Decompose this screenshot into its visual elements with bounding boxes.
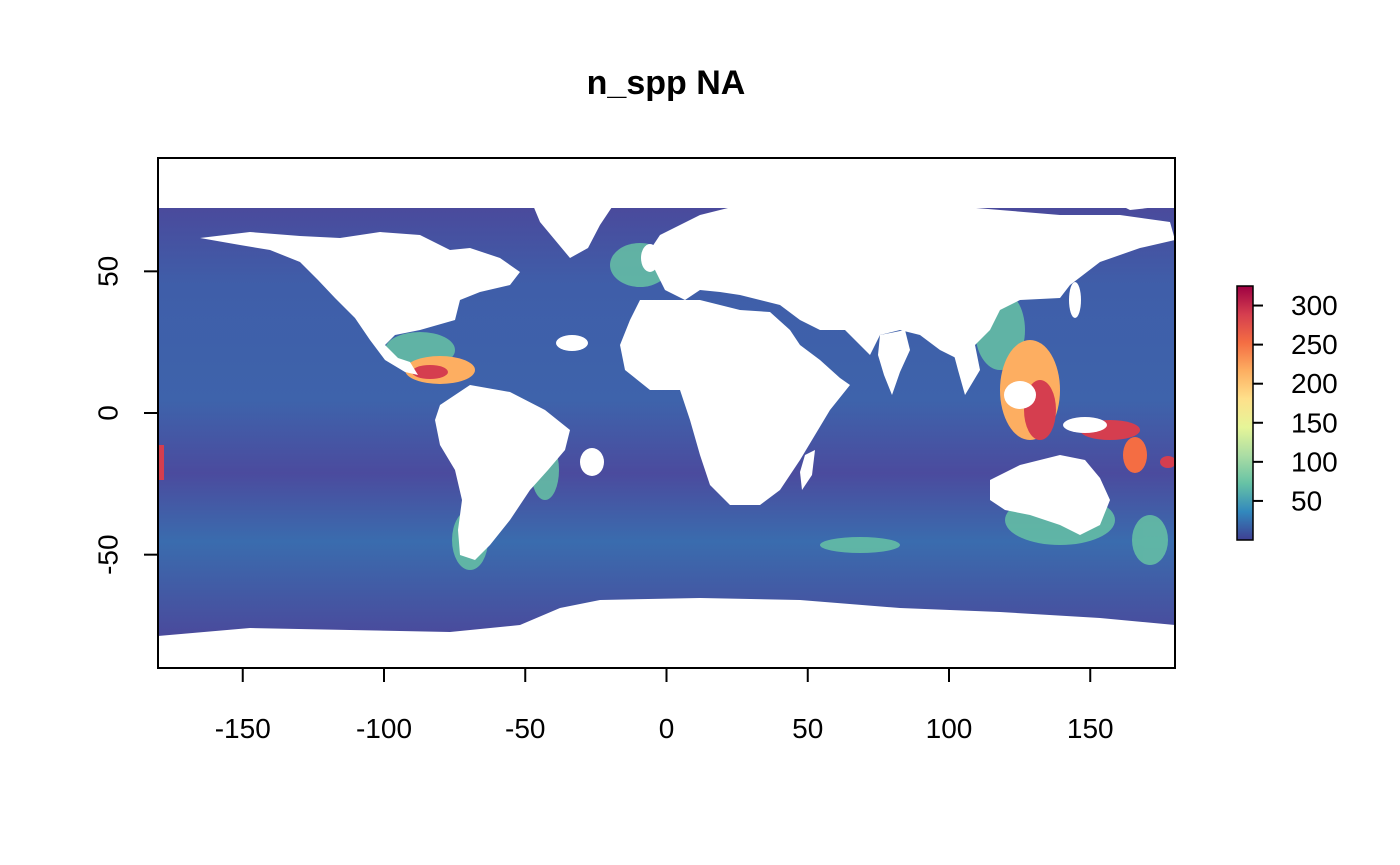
british-isles bbox=[641, 244, 659, 272]
chart-title: n_spp NA bbox=[587, 64, 746, 102]
legend-tick-label: 150 bbox=[1291, 407, 1338, 438]
north-america bbox=[200, 232, 520, 375]
y-tick-label: 50 bbox=[93, 256, 124, 287]
color-legend: 50 100 150 200 250 300 bbox=[1236, 285, 1338, 541]
new-guinea bbox=[1063, 417, 1107, 433]
australia bbox=[990, 455, 1110, 535]
se-asia bbox=[950, 340, 980, 395]
x-tick-label: 100 bbox=[926, 713, 973, 744]
madagascar bbox=[800, 450, 815, 490]
legend-bar bbox=[1236, 285, 1254, 541]
x-tick-label: 0 bbox=[659, 713, 675, 744]
legend-tick-label: 300 bbox=[1291, 290, 1338, 321]
western-sahara-island bbox=[556, 335, 588, 351]
y-tick-label: -50 bbox=[93, 534, 124, 574]
y-tick-label: 0 bbox=[93, 405, 124, 421]
x-tick-label: -150 bbox=[215, 713, 271, 744]
japan bbox=[1069, 282, 1081, 318]
eurasia bbox=[650, 200, 1175, 360]
legend-tick-label: 250 bbox=[1291, 329, 1338, 360]
arctic-gap bbox=[158, 158, 1175, 210]
x-tick-label: -100 bbox=[356, 713, 412, 744]
south-america bbox=[435, 385, 570, 560]
map-panel bbox=[158, 158, 1175, 668]
legend-tick-label: 50 bbox=[1291, 485, 1322, 516]
legend-tick-label: 200 bbox=[1291, 368, 1338, 399]
x-tick-label: 50 bbox=[792, 713, 823, 744]
africa bbox=[620, 300, 850, 505]
borneo bbox=[1004, 381, 1036, 409]
x-tick-label: 150 bbox=[1067, 713, 1114, 744]
india bbox=[878, 330, 910, 395]
legend-tick-label: 100 bbox=[1291, 446, 1338, 477]
south-atlantic-gap bbox=[580, 448, 604, 476]
antarctica bbox=[158, 598, 1175, 668]
x-axis: -150 -100 -50 0 50 100 150 bbox=[215, 668, 1114, 744]
legend-ticks: 50 100 150 200 250 300 bbox=[1253, 290, 1338, 516]
y-axis: 50 0 -50 bbox=[93, 256, 158, 575]
x-tick-label: -50 bbox=[505, 713, 545, 744]
land-masses bbox=[158, 158, 1175, 668]
greenland bbox=[530, 190, 620, 258]
